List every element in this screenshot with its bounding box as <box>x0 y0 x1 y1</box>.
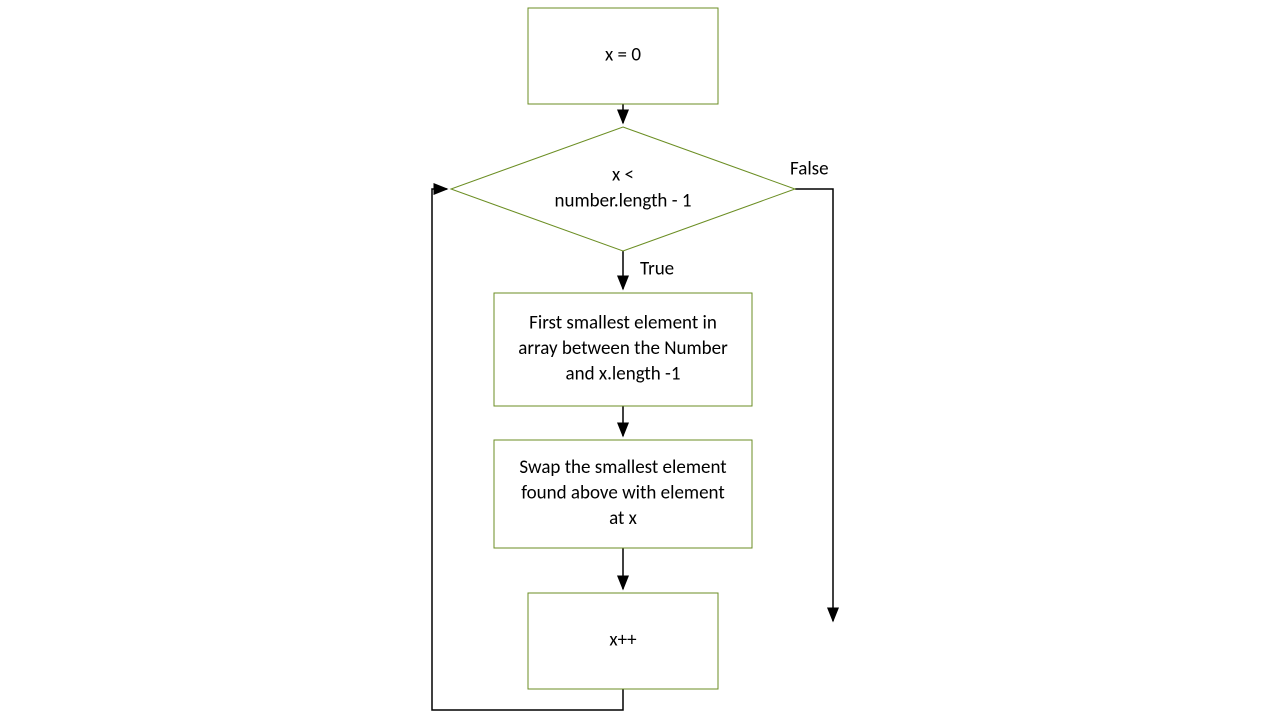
node-swap-text: Swap the smallest element <box>519 456 727 479</box>
node-init-text: x = 0 <box>605 44 641 67</box>
edge-label-true: True <box>640 258 674 281</box>
node-find-text: and x.length -1 <box>566 363 681 386</box>
node-inc-text: x++ <box>609 629 637 652</box>
edge-label-false: False <box>790 158 829 181</box>
node-find-text: array between the Number <box>518 337 728 360</box>
node-swap-text: found above with element <box>521 482 725 505</box>
edge-5 <box>795 189 833 621</box>
flowchart-canvas: True False x = 0 x <number.length - 1 First … <box>0 0 1280 720</box>
node-cond-text: number.length - 1 <box>555 189 692 212</box>
node-find-text: First smallest element in <box>529 311 717 334</box>
node-swap-text: at x <box>609 507 638 530</box>
node-cond-text: x < <box>612 164 634 187</box>
